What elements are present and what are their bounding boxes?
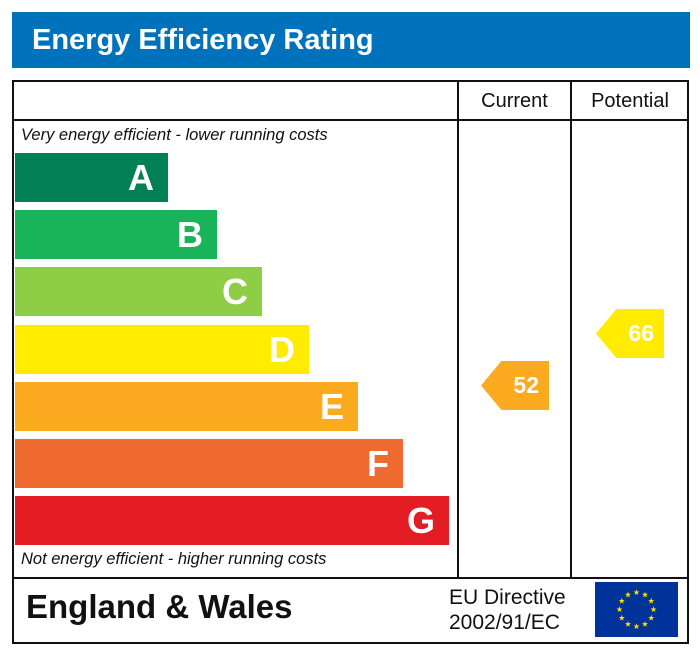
rating-table (12, 80, 689, 579)
star-icon (633, 623, 640, 630)
potential-rating-arrow: 66 (596, 309, 664, 358)
star-icon (633, 589, 640, 596)
footer (12, 578, 689, 644)
star-icon (624, 621, 632, 627)
star-icon (650, 606, 657, 613)
top-note: Very energy efficient - lower running co… (21, 126, 328, 144)
band-b: B (15, 210, 217, 260)
band-a: A (15, 153, 168, 202)
star-icon (641, 621, 649, 627)
star-icon (641, 591, 649, 598)
band-c: C (15, 267, 262, 317)
bottom-note: Not energy efficient - higher running co… (21, 550, 327, 568)
band-f: F (15, 439, 403, 488)
column-header-potential: Potential (591, 90, 669, 112)
column-divider (570, 80, 572, 579)
column-header-current: Current (481, 90, 548, 112)
region-label: England & Wales (26, 588, 293, 625)
star-icon (618, 597, 625, 604)
star-icon (624, 591, 632, 598)
band-d: D (15, 324, 309, 374)
star-icon (648, 597, 655, 604)
band-g: G (15, 496, 449, 546)
header-divider (12, 119, 689, 121)
star-icon (618, 614, 625, 621)
column-divider (457, 80, 459, 579)
eu-flag-icon (595, 582, 678, 637)
star-icon (616, 606, 623, 613)
directive-line1: EU Directive (449, 586, 566, 609)
current-rating-value: 52 (513, 372, 539, 398)
band-e: E (15, 381, 358, 431)
directive-line2: 2002/91/EC (449, 611, 560, 634)
potential-rating-value: 66 (628, 320, 654, 346)
page-title: Energy Efficiency Rating (12, 12, 690, 68)
star-icon (648, 614, 655, 621)
